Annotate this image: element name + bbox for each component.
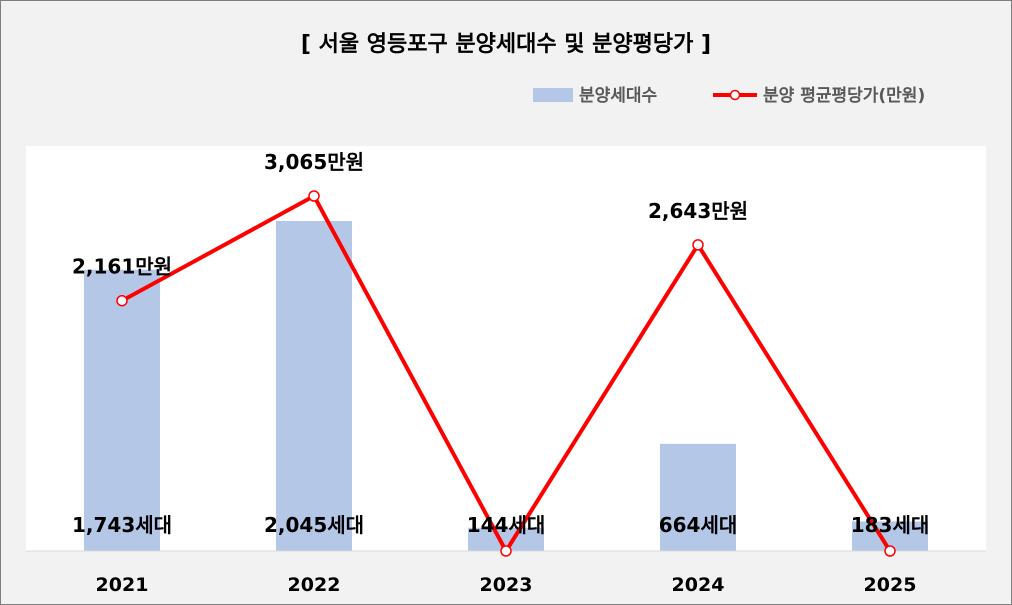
bar-labels-group: 1,743세대 2,045세대 144세대 664세대 183세대 — [72, 513, 929, 537]
price-label-2022: 3,065만원 — [264, 150, 364, 174]
x-tick-2021: 2021 — [96, 574, 149, 596]
line-labels-group: 2,161만원 3,065만원 2,643만원 — [72, 150, 748, 279]
bar-label-2024: 664세대 — [659, 513, 738, 537]
price-label-2024: 2,643만원 — [648, 199, 748, 223]
plot-area — [26, 146, 986, 551]
bar-label-2025: 183세대 — [851, 513, 930, 537]
bars-group — [84, 221, 928, 551]
bar-label-2021: 1,743세대 — [72, 513, 172, 537]
line-group — [116, 190, 896, 557]
price-point-2021 — [116, 294, 128, 307]
legend: 분양세대수 분양 평균평당가(만원) — [533, 86, 925, 106]
bar-label-2023: 144세대 — [467, 513, 546, 537]
price-point-2022 — [308, 190, 320, 202]
bar-2024 — [660, 443, 736, 551]
x-tick-2024: 2024 — [672, 574, 725, 596]
x-tick-2023: 2023 — [480, 574, 533, 596]
price-point-2023 — [500, 545, 512, 557]
bar-2023 — [468, 527, 544, 551]
chart-title: [ 서울 영등포구 분양세대수 및 분양평당가 ] — [301, 32, 711, 57]
legend-bar-label: 분양세대수 — [579, 86, 658, 106]
bar-2021 — [84, 269, 160, 551]
bar-label-2022: 2,045세대 — [264, 513, 364, 537]
price-label-2021: 2,161만원 — [72, 255, 172, 279]
bar-2022 — [276, 221, 352, 551]
price-point-2025 — [884, 545, 896, 557]
x-ticks-group: 2021 2022 2023 2024 2025 — [96, 574, 917, 596]
price-point-2024 — [692, 239, 704, 251]
legend-line-marker — [729, 89, 741, 101]
legend-bar-swatch — [533, 88, 573, 102]
x-tick-2025: 2025 — [864, 574, 917, 596]
x-tick-2022: 2022 — [288, 574, 341, 596]
legend-line-label: 분양 평균평당가(만원) — [763, 86, 925, 106]
